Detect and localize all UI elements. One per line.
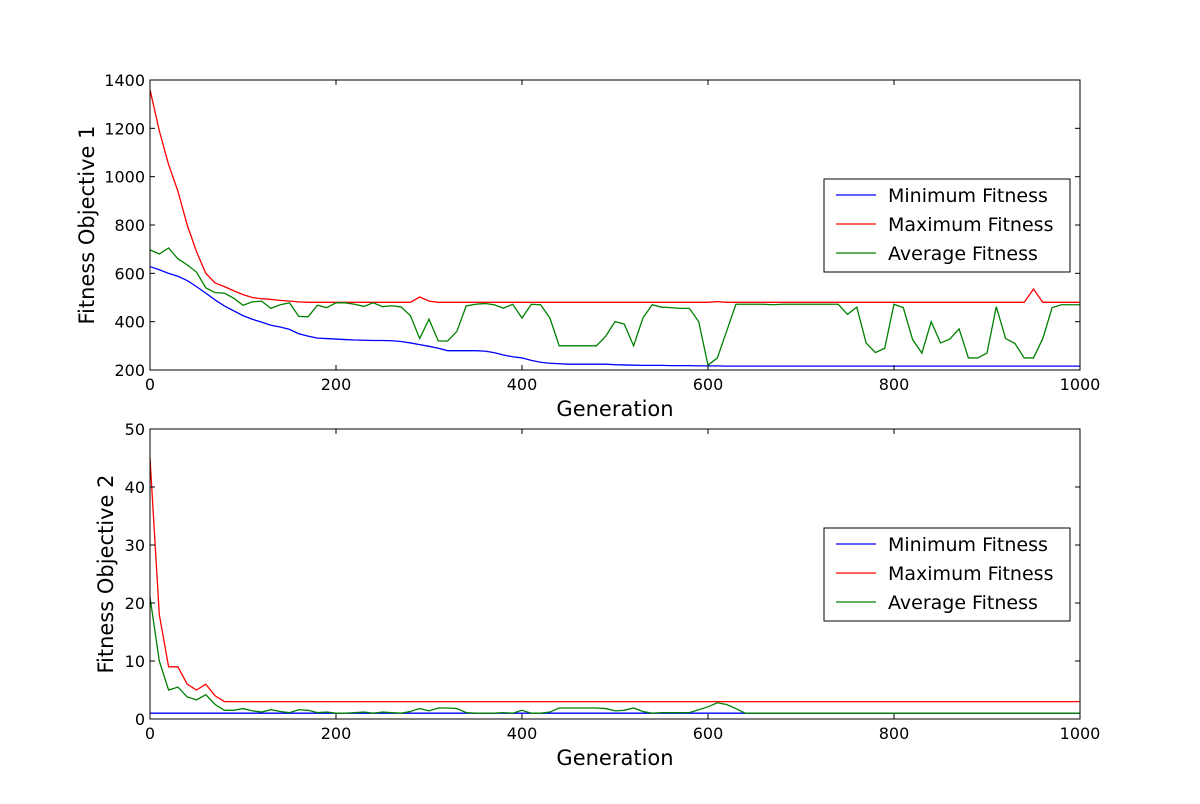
y-tick-label: 40 [125, 478, 145, 497]
legend: Minimum Fitness Maximum Fitness Average … [823, 527, 1071, 622]
series-lines [149, 89, 1080, 367]
legend-label-minimum: Minimum Fitness [888, 534, 1048, 556]
x-tick-label: 600 [693, 724, 724, 743]
y-tick-label: 20 [125, 594, 145, 613]
x-tick-label: 400 [507, 375, 538, 394]
y-tick-label: 50 [125, 420, 145, 439]
y-tick-label: 400 [114, 313, 145, 332]
legend-label-minimum: Minimum Fitness [888, 185, 1048, 207]
y-tick-label: 200 [114, 361, 145, 380]
axis-ticks: 0 200 400 600 800 1000 0 10 20 30 40 50 [125, 420, 1101, 743]
series-line-maximum-fitness [149, 457, 1080, 703]
series-line-average-fitness [149, 247, 1080, 367]
x-tick-label: 600 [693, 375, 724, 394]
y-tick-label: 600 [114, 264, 145, 283]
y-tick-label: 1400 [104, 71, 145, 90]
legend: Minimum Fitness Maximum Fitness Average … [823, 178, 1071, 273]
x-tick-label: 200 [321, 375, 352, 394]
y-tick-label: 10 [125, 652, 145, 671]
axes-frame [149, 428, 1081, 720]
series-lines [149, 457, 1080, 714]
y-tick-label: 1000 [104, 168, 145, 187]
x-tick-label: 200 [321, 724, 352, 743]
x-tick-label: 400 [507, 724, 538, 743]
y-tick-label: 1200 [104, 119, 145, 138]
series-line-average-fitness [149, 597, 1080, 714]
legend-label-average: Average Fitness [888, 592, 1038, 614]
x-tick-label: 0 [145, 375, 155, 394]
axis-ticks: 0 200 400 600 800 100020040060080010001200140… [104, 71, 1100, 394]
y-tick-label: 800 [114, 216, 145, 235]
y-axis-label: Fitness Objective 2 [94, 474, 118, 673]
series-line-minimum-fitness [149, 265, 1080, 367]
x-axis-label: Generation [556, 746, 673, 770]
x-tick-label: 1000 [1060, 724, 1101, 743]
y-tick-label: 0 [135, 710, 145, 729]
series-line-maximum-fitness [149, 89, 1080, 303]
x-axis-label: Generation [556, 397, 673, 421]
x-tick-label: 1000 [1060, 375, 1101, 394]
x-tick-label: 0 [145, 724, 155, 743]
chart-panel-objective-1: 0 200 400 600 800 100020040060080010001200140… [75, 71, 1100, 421]
legend-label-average: Average Fitness [888, 243, 1038, 265]
x-tick-label: 800 [879, 375, 910, 394]
legend-label-maximum: Maximum Fitness [888, 214, 1053, 236]
x-tick-label: 800 [879, 724, 910, 743]
y-axis-label: Fitness Objective 1 [75, 125, 99, 324]
y-tick-label: 30 [125, 536, 145, 555]
legend-label-maximum: Maximum Fitness [888, 563, 1053, 585]
